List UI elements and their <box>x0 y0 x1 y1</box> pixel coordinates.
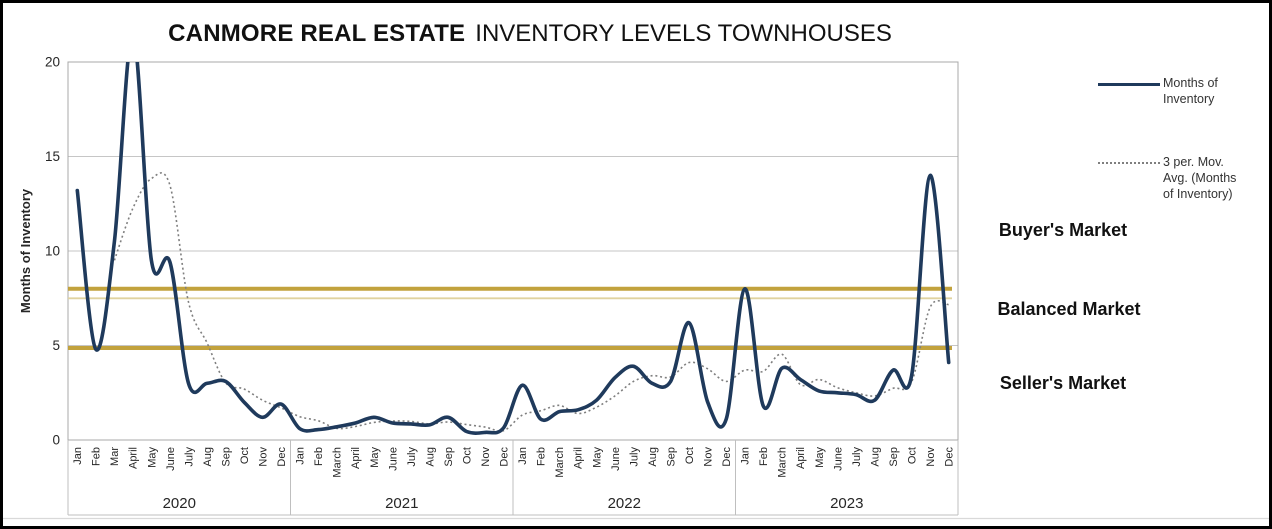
x-tick-label: Nov <box>480 447 492 467</box>
x-tick-label: Dec <box>944 447 956 467</box>
balanced-market-label: Balanced Market <box>997 299 1141 319</box>
x-tick-label: June <box>610 447 622 471</box>
x-tick-label: Jan <box>517 447 529 465</box>
y-tick-label: 15 <box>45 149 60 164</box>
x-tick-label: July <box>628 447 640 467</box>
x-tick-label: Jan <box>295 447 307 465</box>
year-label: 2020 <box>163 495 196 512</box>
x-tick-label: Feb <box>758 447 770 466</box>
x-tick-label: July <box>851 447 863 467</box>
x-tick-label: May <box>146 447 158 468</box>
x-tick-label: Dec <box>721 447 733 467</box>
x-tick-label: Aug <box>424 447 436 467</box>
x-tick-label: Feb <box>536 447 548 466</box>
x-tick-label: June <box>832 447 844 471</box>
x-tick-label: Sep <box>443 447 455 467</box>
legend-item-months-of-inventory: Months of Inventory <box>1098 76 1258 107</box>
x-tick-label: June <box>165 447 177 471</box>
year-label: 2022 <box>608 495 641 512</box>
y-axis-title: Months of Inventory <box>18 188 33 313</box>
x-tick-label: Aug <box>202 447 214 467</box>
y-tick-label: 5 <box>52 338 60 353</box>
x-tick-label: July <box>183 447 195 467</box>
legend: Months of Inventory 3 per. Mov. Avg. (Mo… <box>1098 76 1258 202</box>
chart-title-subject: INVENTORY LEVELS TOWNHOUSES <box>475 20 892 47</box>
x-tick-label: Oct <box>906 447 918 464</box>
x-tick-label: Mar <box>109 447 121 466</box>
x-tick-label: Sep <box>665 447 677 467</box>
x-tick-label: Sep <box>888 447 900 467</box>
legend-item-moving-average: 3 per. Mov. Avg. (Months of Inventory) <box>1098 155 1258 202</box>
x-tick-label: March <box>332 447 344 478</box>
x-tick-label: Feb <box>91 447 103 466</box>
y-tick-label: 20 <box>45 55 60 70</box>
y-tick-label: 10 <box>45 244 60 259</box>
x-tick-label: April <box>350 447 362 469</box>
x-tick-label: May <box>814 447 826 468</box>
x-tick-label: July <box>406 447 418 467</box>
months-of-inventory-line <box>75 62 951 435</box>
x-tick-label: April <box>128 447 140 469</box>
x-tick-label: Nov <box>703 447 715 467</box>
year-label: 2021 <box>385 495 418 512</box>
x-tick-label: Dec <box>276 447 288 467</box>
x-tick-label: Aug <box>869 447 881 467</box>
chart-title-brand: CANMORE REAL ESTATE <box>168 20 466 47</box>
legend-label: Months of Inventory <box>1163 76 1218 106</box>
legend-label: 3 per. Mov. Avg. (Months of Inventory) <box>1163 155 1237 201</box>
x-tick-label: April <box>795 447 807 469</box>
sellers-market-label: Seller's Market <box>999 373 1127 393</box>
x-tick-label: Oct <box>461 447 473 464</box>
x-tick-label: May <box>591 447 603 468</box>
x-tick-label: April <box>573 447 585 469</box>
x-tick-label: Feb <box>313 447 325 466</box>
x-tick-label: Oct <box>239 447 251 464</box>
solid-line-swatch-icon <box>1098 83 1160 86</box>
y-tick-label: 0 <box>52 433 60 448</box>
x-tick-label: Oct <box>684 447 696 464</box>
x-tick-label: March <box>777 447 789 478</box>
chart-title: CANMORE REAL ESTATE INVENTORY LEVELS TOWN… <box>60 20 1000 48</box>
year-label: 2023 <box>830 495 863 512</box>
x-tick-label: Dec <box>499 447 511 467</box>
x-tick-label: Nov <box>258 447 270 467</box>
x-tick-label: Sep <box>220 447 232 467</box>
x-tick-label: Aug <box>647 447 659 467</box>
x-tick-label: March <box>554 447 566 478</box>
x-tick-label: Nov <box>925 447 937 467</box>
x-tick-label: May <box>369 447 381 468</box>
buyers-market-label: Buyer's Market <box>998 220 1128 240</box>
dotted-line-swatch-icon <box>1098 162 1160 165</box>
x-tick-label: Jan <box>740 447 752 465</box>
x-tick-label: June <box>387 447 399 471</box>
x-tick-label: Jan <box>72 447 84 465</box>
